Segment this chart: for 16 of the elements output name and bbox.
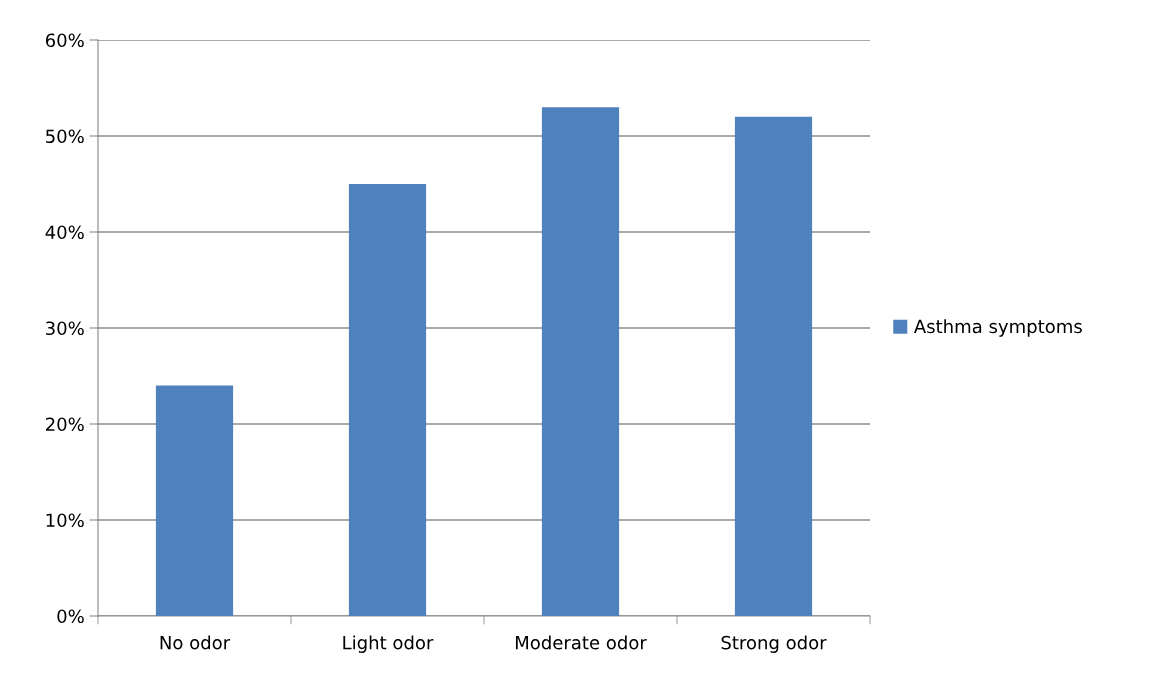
bar xyxy=(348,184,427,616)
y-tick-label: 20% xyxy=(46,417,84,432)
bar xyxy=(734,116,813,616)
x-tick-label: Light odor xyxy=(343,635,434,653)
y-tick-label: 30% xyxy=(46,321,84,336)
legend-label: Asthma symptoms xyxy=(913,319,1082,337)
x-tick-label: No odor xyxy=(160,635,231,650)
y-tick-label: 60% xyxy=(45,33,84,48)
bar xyxy=(541,107,620,616)
y-tick-label: 40% xyxy=(45,225,84,240)
y-tick-label: 0% xyxy=(57,609,84,624)
bar xyxy=(155,385,234,616)
y-tick-label: 50% xyxy=(46,129,84,144)
x-tick-label: Moderate odor xyxy=(515,635,647,650)
y-tick-label: 10% xyxy=(46,513,84,528)
x-tick-label: Strong odor xyxy=(721,635,827,653)
